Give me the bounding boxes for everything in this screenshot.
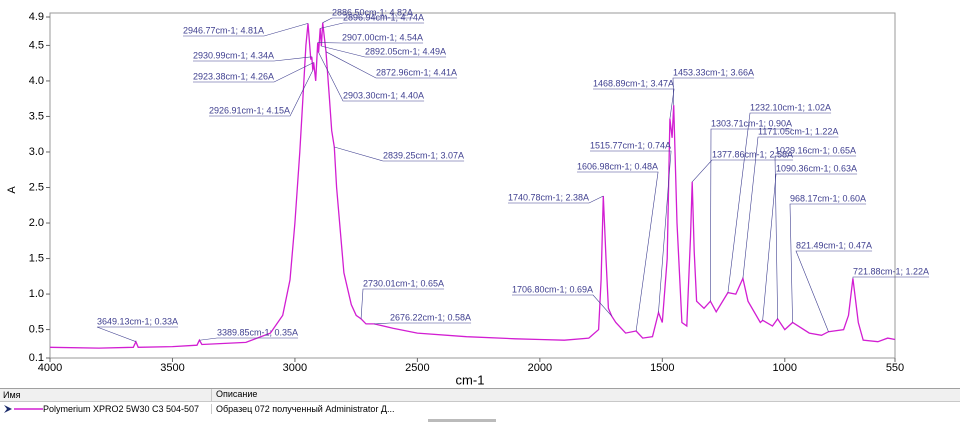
peak-label: 1468.89cm-1; 3.47A xyxy=(593,78,674,88)
y-tick-label: 3.5 xyxy=(29,110,44,122)
x-tick-label: 3500 xyxy=(160,362,184,374)
peak-leader xyxy=(193,56,312,62)
scrollbar[interactable] xyxy=(428,419,496,422)
y-tick-label: 4.5 xyxy=(29,39,44,51)
peak-leader xyxy=(209,70,314,117)
peak-label: 1606.98cm-1; 0.48A xyxy=(577,161,658,171)
peak-label: 2892.05cm-1; 4.49A xyxy=(365,46,446,56)
plot-frame xyxy=(49,12,896,359)
peak-label: 1515.77cm-1; 0.74A xyxy=(590,140,671,150)
peak-label: 1453.33cm-1; 3.66A xyxy=(673,67,754,77)
peak-leader xyxy=(852,276,930,279)
legend-table: Имя Описание Polymerium XPRO2 5W30 C3 50… xyxy=(0,388,960,422)
peak-leader xyxy=(322,17,414,23)
chart: A cm-1 0.1 0.5 1.0 1.5 2.0 2.5 3.0 3.5 4.0 4.5 4.9… xyxy=(0,0,960,388)
peak-label: 2676.22cm-1; 0.58A xyxy=(390,312,471,322)
x-tick-label: 1000 xyxy=(773,362,797,374)
peak-leader xyxy=(710,128,793,302)
peak-leader xyxy=(96,326,179,342)
y-tick-label: 0.1 xyxy=(29,352,44,364)
peak-leader xyxy=(325,51,458,79)
peak-label: 1303.71cm-1; 0.90A xyxy=(711,118,792,128)
peak-leader xyxy=(692,159,794,183)
arrow-icon xyxy=(4,405,12,413)
header-description: Описание xyxy=(216,389,258,399)
chart-background xyxy=(0,0,960,388)
y-tick-label: 0.5 xyxy=(29,323,44,335)
peak-leader xyxy=(727,112,832,293)
peak-leader xyxy=(321,45,447,58)
x-tick-label: 4000 xyxy=(38,362,62,374)
peak-label: 2730.01cm-1; 0.65A xyxy=(363,278,444,288)
x-axis-label: cm-1 xyxy=(456,372,485,387)
peak-label: 1377.86cm-1; 2.58A xyxy=(712,149,793,159)
peak-label: 1090.36cm-1; 0.63A xyxy=(776,163,857,173)
peak-leader xyxy=(360,288,445,319)
y-tick-label: 1.5 xyxy=(29,252,44,264)
table-row[interactable]: Polymerium XPRO2 5W30 C3 504-507 Образец… xyxy=(0,402,960,416)
y-tick-label: 3.0 xyxy=(29,146,44,158)
y-tick-label: 2.0 xyxy=(29,217,44,229)
peak-leader xyxy=(508,195,604,204)
peak-leader xyxy=(193,62,314,83)
y-tick-label: 4.0 xyxy=(29,75,44,87)
peak-leader xyxy=(334,146,465,162)
peak-leader xyxy=(318,52,425,102)
y-tick-label: 2.5 xyxy=(29,181,44,193)
peak-label: 2926.91cm-1; 4.15A xyxy=(209,105,290,115)
peak-leader xyxy=(742,136,839,279)
header-name: Имя xyxy=(0,389,212,401)
peak-label: 3389.85cm-1; 0.35A xyxy=(217,327,298,337)
peak-label: 2872.96cm-1; 4.41A xyxy=(376,67,457,77)
peak-leader xyxy=(774,155,857,319)
peak-label: 721.88cm-1; 1.22A xyxy=(853,266,929,276)
peak-label: 1706.80cm-1; 0.69A xyxy=(512,284,593,294)
peak-label: 1171.05cm-1; 1.22A xyxy=(758,126,838,136)
peak-leader xyxy=(512,294,612,317)
peak-leader xyxy=(590,150,672,313)
peak-leader xyxy=(374,322,472,325)
peak-label: 968.17cm-1; 0.60A xyxy=(790,193,866,203)
peak-leader xyxy=(762,173,858,321)
y-tick-label: 1.0 xyxy=(29,288,44,300)
peak-leader xyxy=(320,22,425,29)
row-description: Образец 072 полученный Administrator Д..… xyxy=(216,404,395,414)
peak-label: 3649.13cm-1; 0.33A xyxy=(97,316,178,326)
peak-label: 2907.00cm-1; 4.54A xyxy=(342,32,423,42)
y-axis-label: A xyxy=(6,186,18,194)
peak-label: 1740.78cm-1; 2.38A xyxy=(508,192,589,202)
series-name: Polymerium XPRO2 5W30 C3 504-507 xyxy=(43,404,200,414)
row-name-cell: Polymerium XPRO2 5W30 C3 504-507 xyxy=(0,404,212,414)
table-header: Имя Описание xyxy=(0,388,960,402)
peak-leader xyxy=(795,250,873,332)
peak-leader xyxy=(577,171,659,332)
peak-leader xyxy=(672,77,755,106)
peak-leader xyxy=(593,88,675,119)
peak-label: 2886.50cm-1; 4.82A xyxy=(332,7,413,17)
peak-label: 2896.94cm-1; 4.74A xyxy=(343,12,424,22)
peak-label: 821.49cm-1; 0.47A xyxy=(796,240,872,250)
x-tick-label: 3000 xyxy=(283,362,307,374)
x-tick-label: 2500 xyxy=(405,362,429,374)
peak-label: 2946.77cm-1; 4.81A xyxy=(183,25,264,35)
x-tick-label: 2000 xyxy=(528,362,552,374)
peak-leader xyxy=(789,203,867,323)
peak-label: 2903.30cm-1; 4.40A xyxy=(343,90,424,100)
y-tick-label: 4.9 xyxy=(29,11,44,23)
x-tick-label: 1500 xyxy=(650,362,674,374)
peak-label: 1029.16cm-1; 0.65A xyxy=(775,145,856,155)
x-tick-label: 550 xyxy=(886,362,904,374)
series-swatch xyxy=(4,405,43,413)
peak-label: 1232.10cm-1; 1.02A xyxy=(750,102,831,112)
peak-label: 2839.25cm-1; 3.07A xyxy=(383,150,464,160)
peak-leader xyxy=(199,337,299,341)
peak-label: 2923.38cm-1; 4.26A xyxy=(193,71,274,81)
peak-label: 2930.99cm-1; 4.34A xyxy=(193,50,274,60)
peak-leader xyxy=(183,23,309,37)
